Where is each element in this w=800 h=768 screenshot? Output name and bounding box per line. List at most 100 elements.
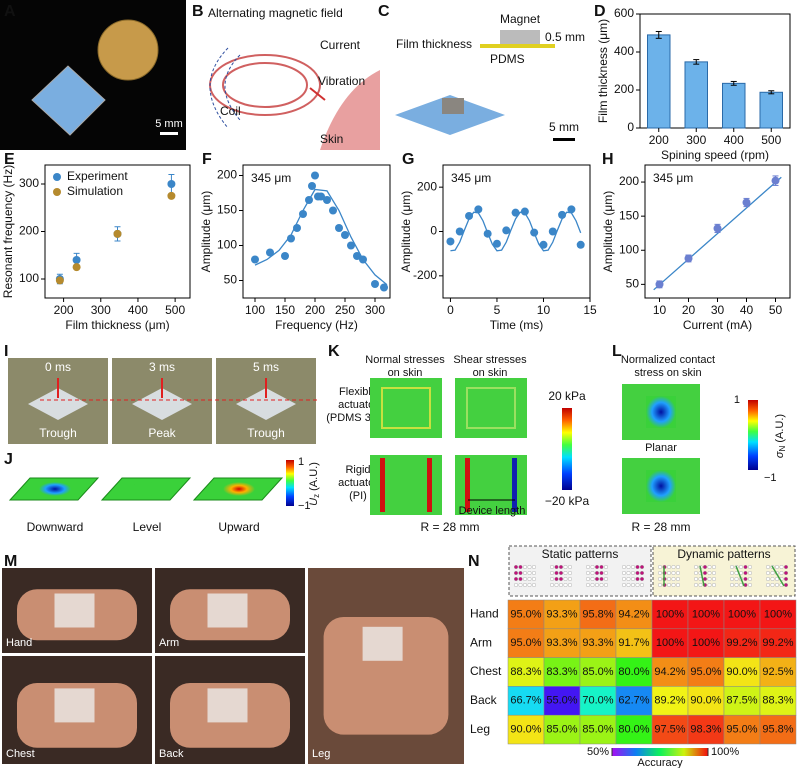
pattern-dot	[779, 571, 784, 576]
cell	[543, 657, 581, 687]
pattern-dot	[707, 583, 712, 588]
cell	[651, 599, 689, 630]
pattern-dot	[635, 565, 640, 570]
pattern-arrow	[771, 565, 785, 587]
annotation: 345 μm	[451, 171, 491, 185]
error-bar	[730, 80, 737, 86]
pattern-dot	[770, 583, 775, 588]
pattern-dot	[590, 571, 595, 576]
state-label: Peak	[148, 426, 176, 440]
pattern-dot	[671, 565, 676, 570]
point	[311, 171, 319, 180]
pattern-dot	[635, 577, 640, 582]
unit: (A.U.)	[308, 462, 320, 494]
pattern-arrow	[699, 565, 705, 587]
panel-letter: J	[4, 451, 13, 468]
pattern-dot	[563, 577, 568, 582]
cell	[759, 628, 797, 658]
point	[167, 180, 176, 188]
column-title: on skin	[388, 367, 423, 379]
panel-letter: I	[4, 343, 8, 360]
x-tick-label: 0	[447, 303, 454, 317]
row-title: Flexible	[339, 386, 377, 398]
pattern-dot	[568, 565, 573, 570]
photo-a	[0, 0, 186, 150]
cell	[579, 657, 617, 687]
point	[446, 237, 455, 246]
pattern-dot	[586, 565, 591, 570]
cell	[651, 714, 689, 745]
pattern-dot	[640, 571, 645, 576]
device	[28, 388, 88, 420]
pattern-dot	[527, 571, 532, 576]
row-title: actuator	[338, 477, 378, 489]
time-label: 0 ms	[45, 360, 71, 374]
pattern-dot	[554, 577, 559, 582]
point	[520, 207, 529, 216]
pattern-dot	[595, 571, 600, 576]
cell-label: 100%	[656, 637, 684, 649]
pattern-dot	[604, 571, 609, 576]
colorbar-tick-label: 100%	[711, 746, 739, 758]
pattern-dot	[554, 583, 559, 588]
cell-label: 80.0%	[618, 724, 649, 736]
point	[167, 191, 176, 200]
y-axis-label: Amplitude (μm)	[399, 191, 413, 273]
pattern-dot	[784, 571, 789, 576]
pattern-dot	[707, 565, 712, 570]
pattern-dot	[622, 577, 627, 582]
pattern-dot	[730, 583, 735, 588]
deformation	[131, 482, 163, 496]
column-title: Shear stresses	[453, 354, 527, 366]
x-axis-label: Film thickness (μm)	[65, 318, 169, 332]
edge-stress	[512, 458, 517, 512]
pattern-dot	[734, 577, 739, 582]
point	[558, 210, 567, 219]
x-tick-label: 15	[583, 303, 597, 317]
pdms-sketch	[480, 44, 555, 48]
point	[329, 206, 337, 215]
cell-label: 94.2%	[618, 608, 649, 620]
pattern-dot	[518, 571, 523, 576]
y-tick-label: 300	[19, 176, 39, 190]
y-tick-label: 100	[217, 238, 237, 252]
pattern-dot	[635, 583, 640, 588]
colorbar-label: 1	[734, 394, 740, 406]
contact	[646, 470, 676, 502]
point	[539, 240, 548, 249]
pattern-dot	[775, 583, 780, 588]
pattern-dot	[671, 583, 676, 588]
plot-frame	[242, 164, 391, 299]
cell-label: 99.2%	[726, 637, 757, 649]
pattern-dot	[599, 583, 604, 588]
row-label: Chest	[470, 664, 502, 678]
x-tick-label: 500	[165, 303, 185, 317]
point	[713, 224, 722, 233]
deformation	[223, 482, 255, 496]
pattern-dot	[779, 565, 784, 570]
point	[576, 240, 585, 249]
edge-stress	[380, 458, 385, 512]
pattern-dot	[514, 583, 519, 588]
cell	[723, 657, 761, 687]
pattern-dot	[712, 571, 717, 576]
pattern-dot	[658, 583, 663, 588]
cell-label: 88.3%	[762, 695, 793, 707]
pattern-dot	[703, 577, 708, 582]
pattern-dot	[671, 577, 676, 582]
cell-label: 85.0%	[582, 666, 613, 678]
panel-letter: F	[202, 151, 212, 168]
pattern-dot	[671, 571, 676, 576]
edge-stress	[465, 458, 470, 512]
vibration-arrow	[309, 87, 326, 101]
pattern-dot	[707, 571, 712, 576]
pattern-dot	[626, 565, 631, 570]
contact	[646, 396, 676, 428]
point	[72, 256, 81, 264]
pattern-dot	[658, 565, 663, 570]
x-tick-label: 400	[724, 133, 744, 147]
colorbar	[286, 460, 294, 506]
pattern-dot	[748, 577, 753, 582]
pattern-dot	[743, 571, 748, 576]
x-tick-label: 20	[682, 303, 696, 317]
